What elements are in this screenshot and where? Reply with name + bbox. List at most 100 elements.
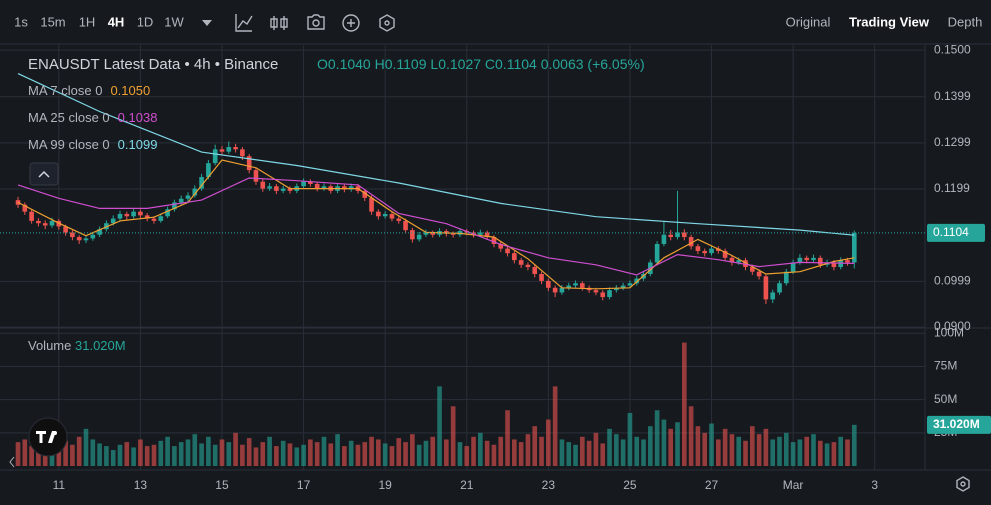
volume-bar (335, 434, 340, 466)
volume-bar (342, 446, 347, 466)
candle-body (178, 198, 184, 203)
volume-bar (484, 440, 490, 466)
candle-body (804, 257, 810, 261)
volume-bar (199, 443, 204, 466)
candle-body (29, 211, 34, 221)
view-tab[interactable]: Depth (948, 14, 983, 29)
candle-body (117, 213, 123, 219)
volume-bar (627, 412, 633, 466)
candle-body (233, 147, 238, 150)
volume-bar (104, 446, 109, 466)
volume-bar (607, 428, 612, 466)
candle-body (97, 229, 102, 235)
candle-body (144, 215, 150, 219)
volume-bar (444, 439, 449, 466)
volume-bar (355, 444, 361, 466)
volume-bar (70, 444, 75, 466)
ohlc-high: H0.1109 (375, 56, 427, 72)
scroll-left[interactable] (9, 456, 15, 468)
candle-body (124, 213, 130, 217)
collapse-icon[interactable] (38, 170, 50, 178)
candle-body (736, 260, 742, 263)
ma-name: MA 25 close 0 (28, 110, 110, 125)
volume-bar (172, 446, 177, 466)
volume-bar (437, 386, 442, 466)
volume-bar (165, 436, 170, 466)
volume-bar (90, 439, 96, 466)
volume-bar (729, 434, 735, 466)
x-tick-label: 3 (871, 478, 878, 492)
candle-body (362, 190, 368, 198)
interval[interactable]: 1D (137, 14, 154, 29)
candle-body (158, 216, 164, 221)
camera-icon[interactable] (307, 14, 325, 30)
settings-icon[interactable] (379, 14, 395, 32)
candle-body (790, 262, 796, 272)
volume-bar (709, 423, 714, 466)
last-volume-box (927, 415, 991, 434)
candle-body (831, 262, 837, 268)
y-tick-label: 100M (934, 325, 964, 339)
interval[interactable]: 15m (40, 14, 65, 29)
volume-name: Volume (28, 338, 71, 353)
view-tab-active[interactable]: Trading View (849, 14, 930, 29)
candle-body (416, 234, 422, 240)
volume-bar (348, 440, 354, 466)
x-tick-label: Mar (783, 478, 804, 492)
volume-bar (321, 436, 327, 466)
candle-body (83, 238, 89, 241)
candle-body (661, 234, 667, 244)
volume-last: 31.020M (75, 338, 126, 353)
ma-name: MA 7 close 0 (28, 83, 102, 98)
volume-bar (824, 443, 830, 466)
interval[interactable]: 1W (164, 14, 184, 29)
add-icon[interactable] (342, 14, 360, 32)
volume-bar (240, 444, 245, 466)
candle-body (240, 149, 245, 157)
interval-active[interactable]: 4H (108, 14, 125, 29)
y-tick-label: 50M (934, 392, 957, 406)
candle-body (90, 234, 96, 239)
interval[interactable]: 1H (79, 14, 96, 29)
candle-body (192, 188, 198, 196)
volume-bar (783, 432, 789, 466)
volume-bar (505, 410, 510, 466)
candle-body (301, 181, 306, 187)
volume-bar (144, 446, 150, 466)
volume-bar (512, 439, 517, 466)
volume-bar (797, 439, 803, 466)
volume-bar (246, 438, 252, 466)
candle-body (614, 287, 619, 291)
settings-icon[interactable] (956, 476, 970, 492)
volume-bar (260, 442, 266, 466)
logo-mark (53, 431, 57, 435)
logo[interactable] (28, 417, 68, 457)
candle-body (389, 213, 395, 219)
candle-body (22, 204, 28, 212)
volume-bar (756, 434, 762, 466)
candle-body (410, 230, 415, 240)
collapse-button[interactable] (29, 162, 59, 186)
volume-bar (124, 442, 130, 466)
volume-bar (763, 428, 769, 466)
candle-body (206, 163, 211, 178)
candle-body (763, 276, 769, 300)
candle-body (430, 232, 436, 235)
interval[interactable]: 1s (14, 14, 28, 29)
dropdown-icon[interactable] (202, 20, 212, 26)
candle-body (729, 257, 735, 263)
indicator-icon[interactable] (235, 14, 253, 32)
volume-bar (280, 440, 286, 466)
candle-body (518, 260, 524, 265)
x-tick-label: 13 (134, 478, 148, 492)
view-tab[interactable]: Original (786, 14, 831, 29)
candle-icon[interactable] (270, 16, 288, 30)
volume-bar (294, 447, 300, 466)
x-tick-label: 27 (705, 478, 719, 492)
candle-body (607, 290, 612, 298)
volume-bar (471, 436, 476, 466)
volume-bar (614, 434, 619, 466)
volume-bar (117, 444, 123, 466)
ma-legend-entry: MA 25 close 0 0.1038 (28, 110, 157, 125)
